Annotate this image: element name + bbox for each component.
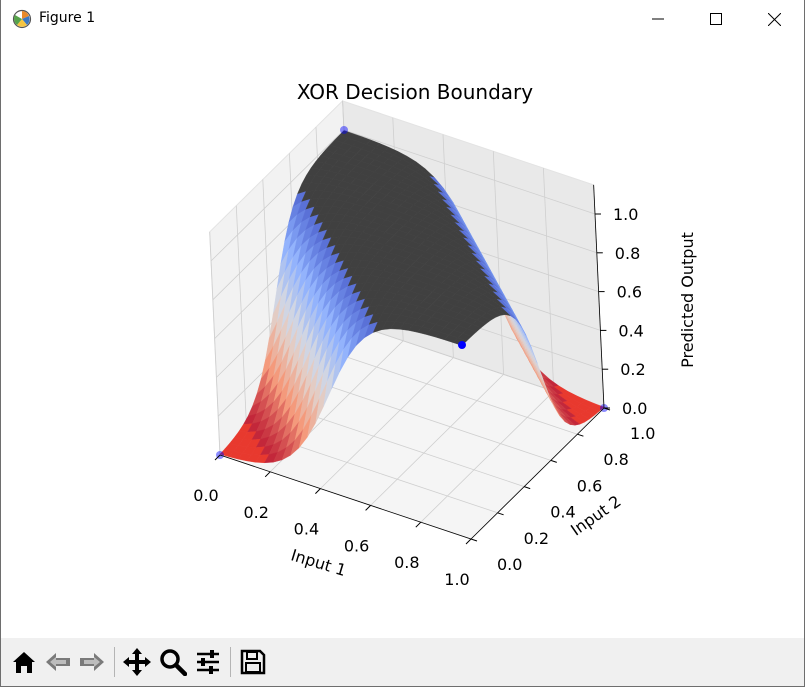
y-axis-label: Input 2 bbox=[567, 491, 624, 539]
z-tick-label: 0.0 bbox=[622, 399, 647, 418]
z-tick-label: 0.4 bbox=[618, 321, 643, 340]
home-button[interactable] bbox=[7, 644, 41, 680]
y-tick bbox=[524, 486, 531, 490]
x-tick-label: 0.2 bbox=[243, 503, 268, 522]
pan-icon bbox=[123, 648, 151, 676]
z-tick-label: 1.0 bbox=[613, 205, 638, 224]
x-tick bbox=[264, 471, 271, 478]
save-icon bbox=[240, 649, 266, 675]
z-axis-line bbox=[593, 184, 605, 409]
maximize-button[interactable] bbox=[687, 0, 745, 38]
x-tick bbox=[214, 454, 221, 461]
x-tick bbox=[365, 505, 371, 511]
maximize-icon bbox=[710, 13, 722, 25]
x-axis-label: Input 1 bbox=[289, 545, 349, 580]
window-title: Figure 1 bbox=[39, 10, 96, 26]
y-tick-label: 0.8 bbox=[603, 450, 628, 469]
back-arrow-icon bbox=[46, 653, 70, 671]
y-tick bbox=[497, 512, 504, 516]
x-tick-label: 0.8 bbox=[394, 553, 419, 572]
figure-canvas[interactable]: XOR Decision Boundary 0.0 0.2 0.4 0.6 0.8 1.0… bbox=[1, 38, 804, 638]
x-tick bbox=[415, 521, 422, 528]
matplotlib-icon bbox=[12, 9, 32, 29]
y-tick-label: 0.2 bbox=[524, 529, 549, 548]
close-button[interactable] bbox=[745, 0, 803, 38]
y-tick-label: 1.0 bbox=[630, 424, 655, 443]
3d-surface-plot[interactable]: 0.00.20.40.60.81.00.00.20.40.60.81.00.00… bbox=[1, 38, 804, 638]
x-tick-label: 1.0 bbox=[444, 570, 469, 589]
close-icon bbox=[767, 12, 781, 26]
data-point bbox=[340, 126, 348, 134]
y-tick-label: 0.4 bbox=[550, 503, 575, 522]
back-button[interactable] bbox=[41, 644, 75, 680]
y-tick bbox=[577, 433, 584, 437]
z-axis-label: Predicted Output bbox=[678, 232, 697, 368]
x-tick-label: 0.0 bbox=[193, 486, 218, 505]
forward-button[interactable] bbox=[75, 644, 109, 680]
minimize-button[interactable] bbox=[629, 0, 687, 38]
grid-line bbox=[210, 129, 596, 262]
z-tick-label: 0.6 bbox=[617, 283, 642, 302]
forward-arrow-icon bbox=[80, 653, 104, 671]
save-button[interactable] bbox=[236, 644, 270, 680]
x-tick bbox=[315, 488, 321, 494]
x-tick-label: 0.4 bbox=[294, 520, 319, 539]
z-tick-label: 0.2 bbox=[620, 360, 645, 379]
chart-title: XOR Decision Boundary bbox=[296, 80, 534, 104]
minimize-icon bbox=[652, 18, 664, 20]
toolbar-separator bbox=[114, 647, 115, 677]
data-point bbox=[458, 341, 466, 349]
grid-line bbox=[326, 349, 578, 435]
y-tick bbox=[470, 538, 478, 542]
y-axis-line bbox=[470, 407, 605, 540]
y-tick bbox=[550, 459, 557, 463]
x-axis-line bbox=[219, 454, 472, 540]
pan-button[interactable] bbox=[120, 644, 154, 680]
configure-subplots-button[interactable] bbox=[191, 644, 225, 680]
x-tick bbox=[465, 538, 472, 545]
y-tick-label: 0.6 bbox=[577, 476, 602, 495]
zoom-icon bbox=[160, 649, 187, 676]
x-tick-label: 0.6 bbox=[344, 536, 369, 555]
navigation-toolbar bbox=[1, 638, 804, 686]
grid-line bbox=[299, 376, 551, 461]
grid-line bbox=[235, 205, 247, 429]
z-tick-label: 0.8 bbox=[615, 244, 640, 263]
title-bar[interactable]: Figure 1 bbox=[1, 0, 804, 38]
zoom-button[interactable] bbox=[156, 644, 190, 680]
y-tick-label: 0.0 bbox=[497, 555, 522, 574]
home-icon bbox=[13, 652, 35, 673]
configure-subplots-icon bbox=[197, 650, 219, 674]
toolbar-separator bbox=[230, 647, 231, 677]
grid-line bbox=[209, 231, 221, 456]
